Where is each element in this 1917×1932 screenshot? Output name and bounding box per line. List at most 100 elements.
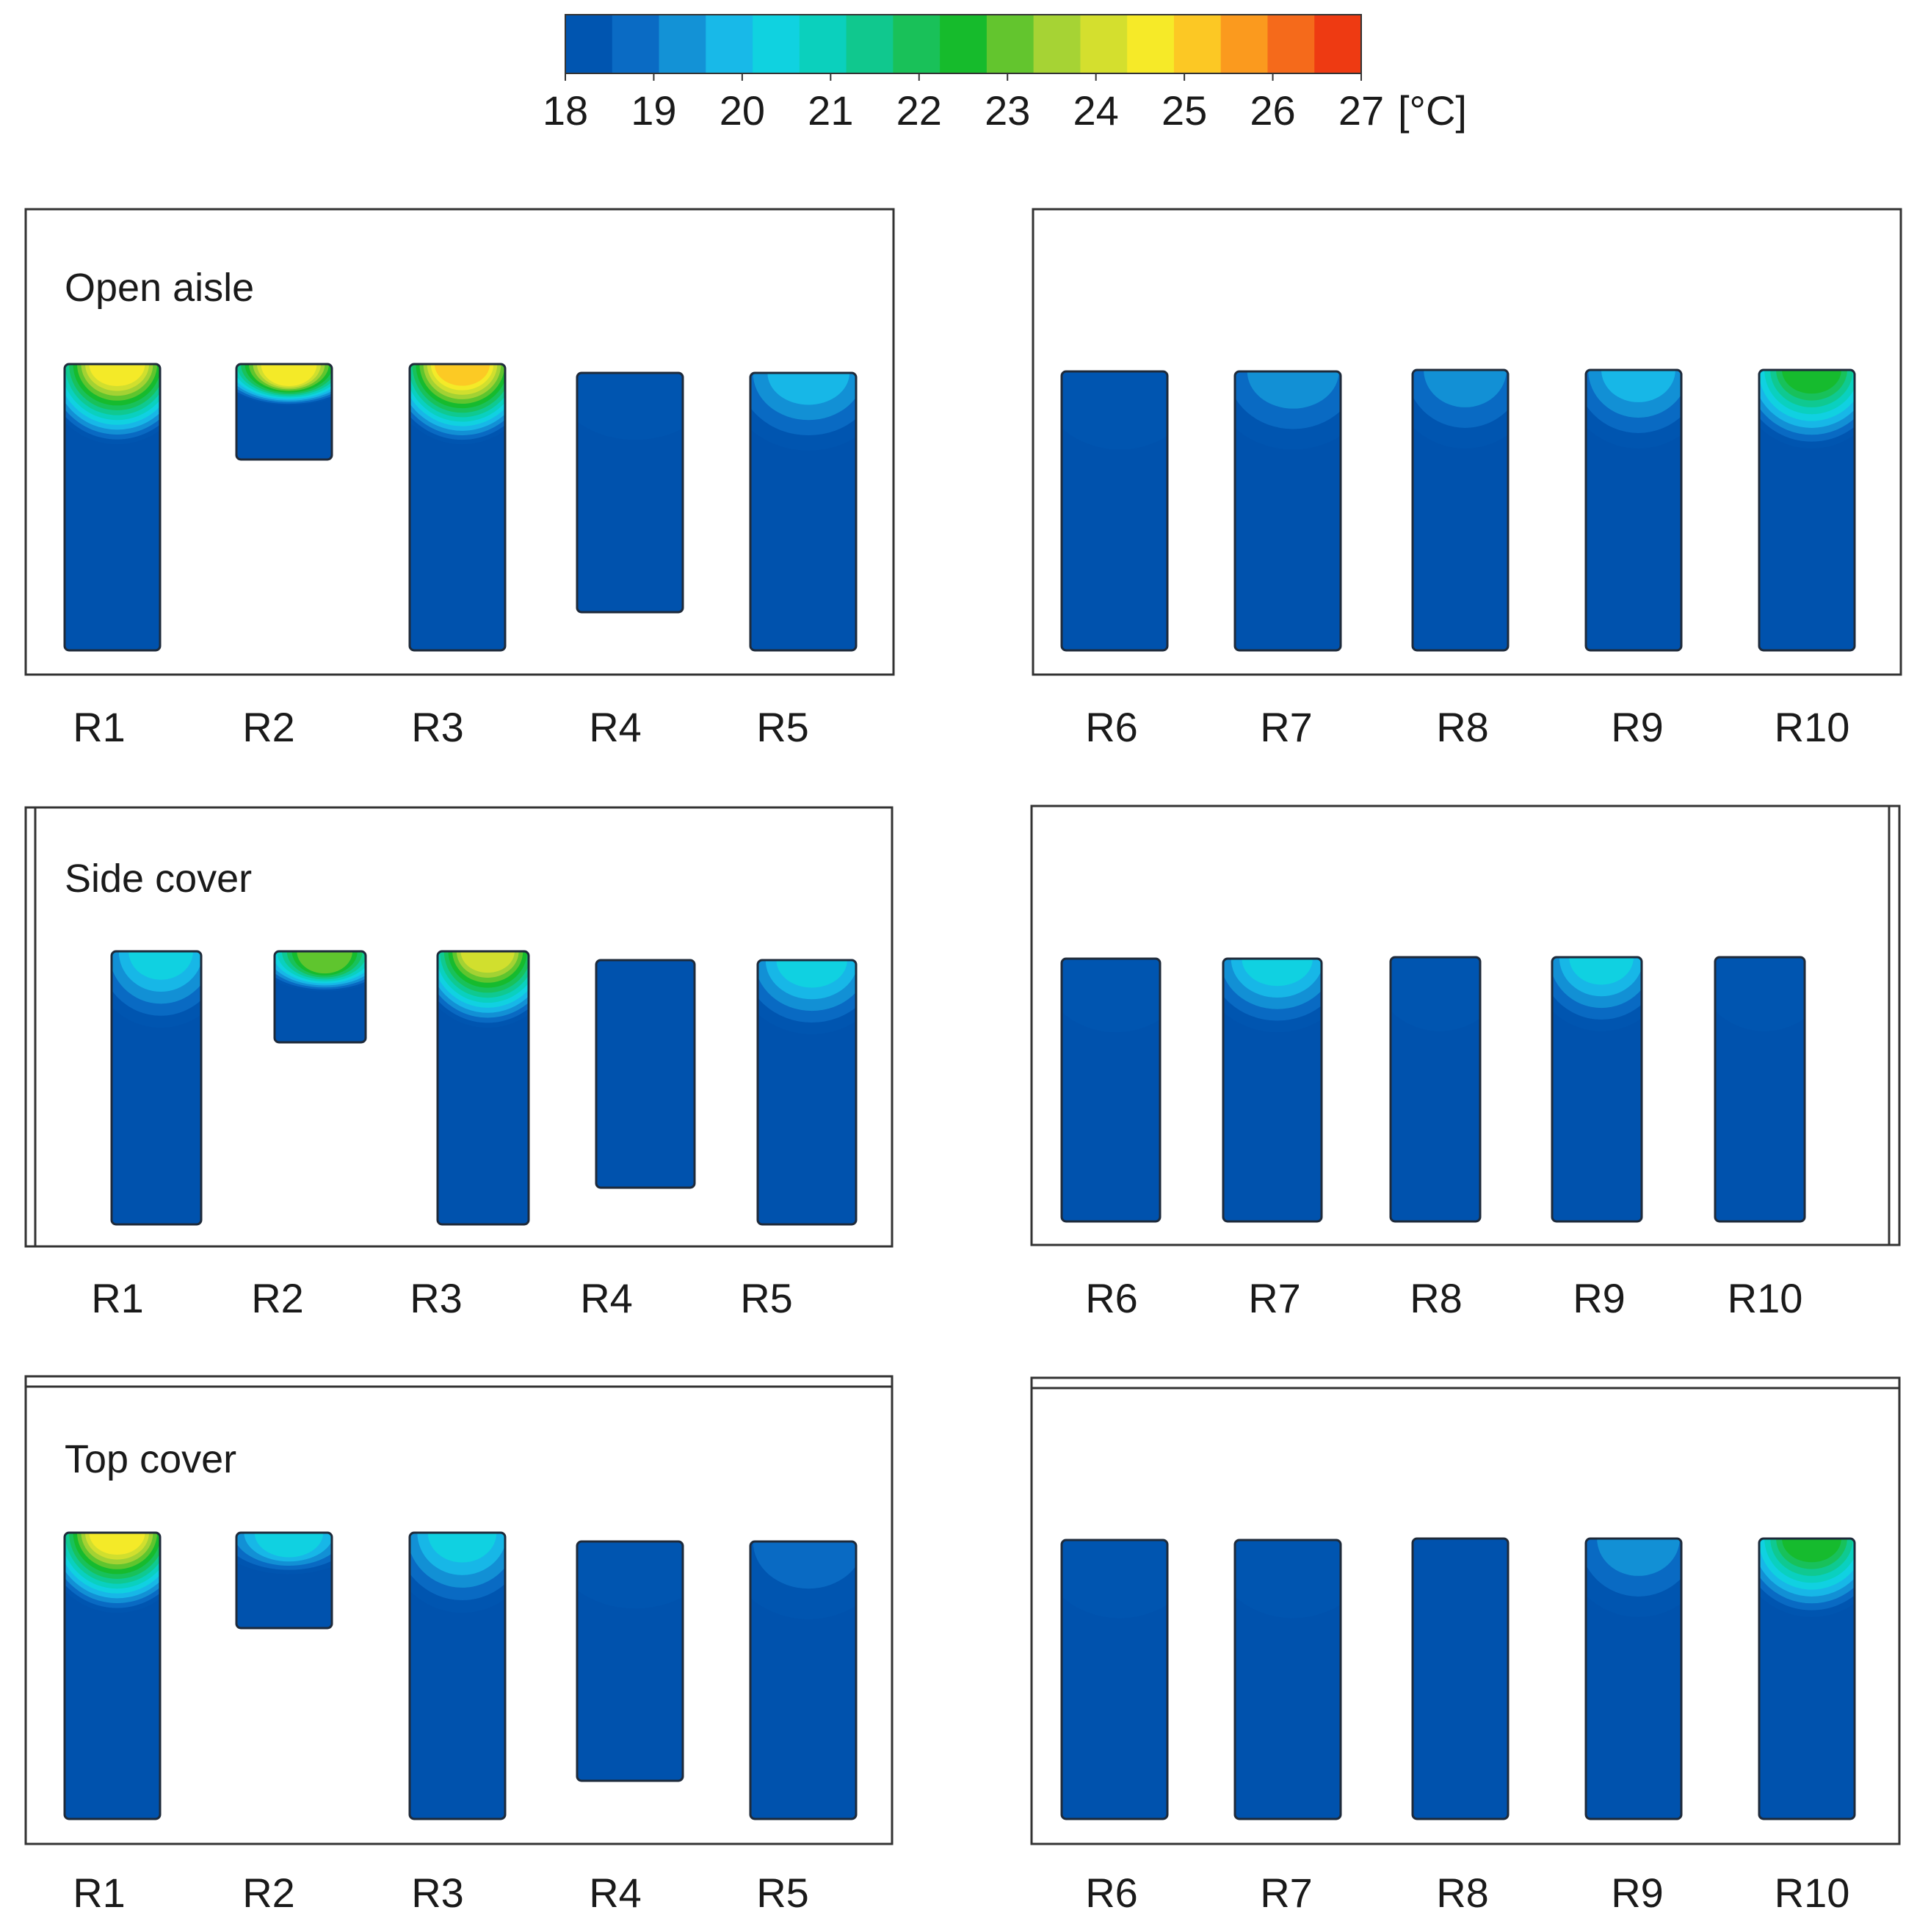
rack-labels-top-cover: R1 R2 R3 R4 R5 R6 R7 R8 R9 R10 [73,1870,1849,1916]
rack-label: R5 [756,704,809,750]
rack-temperature-field [1235,1540,1341,1619]
rack-label: R3 [411,704,464,750]
colorbar-cell [1033,15,1081,73]
frame-side-cover-right [1030,805,1901,1246]
colorbar-cell [986,15,1034,73]
rack-base-fill [1413,1539,1508,1819]
rack-outline [235,1531,333,1630]
colorbar-tick-label: 24 [1073,87,1119,134]
rack-temperature-field [1715,957,1805,1031]
rack-labels-open-aisle: R1 R2 R3 R4 R5 R6 R7 R8 R9 R10 [73,704,1849,750]
rack-temperature-field [438,951,529,1028]
rack-r5 [756,959,858,1226]
rack-outline [756,959,858,1226]
rack-r10 [1758,368,1856,652]
rack-label: R10 [1775,1870,1850,1916]
rack-label: R2 [251,1275,304,1321]
temperature-contour [753,1541,856,1589]
temperature-contour [1062,1540,1167,1619]
rack-outline [273,950,367,1044]
colorbar-cell [1127,15,1175,73]
frame-open-aisle-right [1032,208,1902,676]
colorbar-cell [1220,15,1269,73]
temperature-contour [1424,370,1507,407]
rack-label: R10 [1775,704,1850,750]
rack-r6 [1060,1539,1169,1820]
rack-outline [1233,370,1342,652]
rack-r3 [436,950,530,1226]
rack-temperature-field [577,373,683,440]
rack-r3 [408,363,507,652]
colorbar-cell [846,15,894,73]
colorbar-tick-label: 19 [631,87,676,134]
colorbar-cell [612,15,660,73]
rack-label: R1 [73,1870,126,1916]
temperature-contour [577,1541,683,1609]
rack-r2 [235,1531,333,1630]
rack-outline [1584,1537,1683,1820]
rack-r7 [1222,957,1323,1223]
colorbar-tick-label: 25 [1162,87,1207,134]
rack-outline [576,371,684,614]
rack-r2 [235,363,333,461]
rack-label: R1 [73,704,126,750]
rack-r1 [110,950,203,1226]
colorbar-cells [565,15,1362,73]
rack-outline [63,1531,162,1820]
rack-label: R8 [1436,704,1489,750]
colorbar-tick-label: 23 [985,87,1030,134]
panel-top-cover: Top cover R1 R2 R3 R4 R5 R6 R7 R8 R9 R10 [24,1375,1901,1916]
rack-label: R2 [242,704,295,750]
rack-temperature-field [65,1533,160,1613]
rack-r10 [1758,1537,1856,1820]
rack-label: R10 [1728,1275,1803,1321]
rack-outline [1389,956,1482,1223]
rack-outline [1411,1537,1510,1820]
rack-labels-side-cover: R1 R2 R3 R4 R5 R6 R7 R8 R9 R10 [91,1275,1802,1321]
rack-label: R9 [1611,704,1664,750]
rack-outline [1060,957,1162,1223]
rack-label: R9 [1611,1870,1664,1916]
temperature-contour [1391,957,1480,1031]
rack-outline [749,371,858,652]
frame-side-cover-left [24,806,894,1248]
rack-outline [1411,368,1510,652]
colorbar-cell [940,15,988,73]
rack-r4 [576,371,684,614]
colorbar-cell [706,15,753,73]
rack-label: R3 [411,1870,464,1916]
rack-r5 [749,1540,858,1820]
rack-temperature-field [577,1541,683,1609]
rack-r1 [63,363,162,652]
rack-r5 [749,371,858,652]
rack-outline [1551,956,1643,1223]
rack-outline [595,959,696,1189]
rack-r9 [1584,368,1683,652]
rack-r10 [1714,956,1806,1223]
temperature-contour [1242,959,1313,987]
temperature-contour [767,373,849,405]
colorbar-tick-label: 21 [808,87,853,134]
rack-label: R1 [91,1275,144,1321]
rack-label: R7 [1260,1870,1313,1916]
racks-side-cover [110,950,1806,1226]
rack-label: R6 [1085,704,1138,750]
colorbar: 18 19 20 21 22 23 24 25 26 27 [°C] [543,14,1467,134]
rack-outline [749,1540,858,1820]
rack-r7 [1233,1539,1342,1820]
rack-r8 [1389,956,1482,1223]
rack-label: R7 [1260,704,1313,750]
temperature-contour [1597,1539,1680,1576]
rack-label: R2 [242,1870,295,1916]
rack-r2 [273,950,367,1044]
rack-r1 [63,1531,162,1820]
temperature-contour [1782,1539,1841,1563]
rack-outline [436,950,530,1226]
rack-label: R7 [1248,1275,1301,1321]
rack-label: R4 [580,1275,633,1321]
rack-base-fill [596,960,695,1188]
rack-label: R8 [1436,1870,1489,1916]
colorbar-cell [753,15,800,73]
panel-open-aisle: Open aisle R1 R2 R3 R4 R5 R6 R7 R8 R9 R10 [24,208,1902,750]
rack-label: R3 [410,1275,463,1321]
